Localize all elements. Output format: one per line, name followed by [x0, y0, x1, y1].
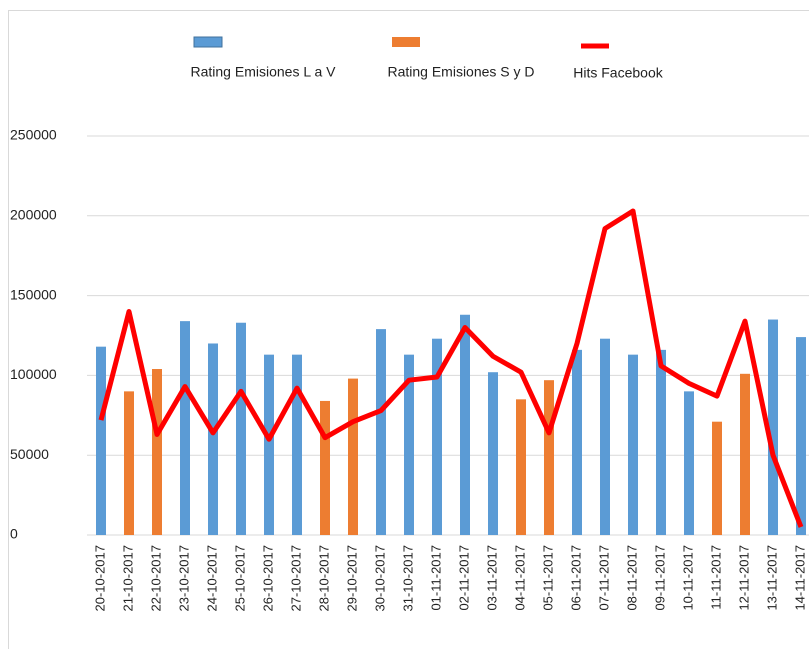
x-tick-label: 04-11-2017: [512, 545, 527, 611]
x-tick-label: 23-10-2017: [176, 545, 191, 612]
x-tick-label: 02-11-2017: [456, 545, 471, 611]
y-tick-label: 0: [10, 526, 18, 542]
x-tick-label: 27-10-2017: [288, 545, 303, 612]
x-tick-label: 09-11-2017: [652, 545, 667, 611]
x-tick-label: 01-11-2017: [428, 545, 443, 611]
y-tick-label: 200000: [10, 207, 57, 223]
bar: [180, 321, 190, 535]
x-tick-label: 12-11-2017: [736, 545, 751, 611]
x-tick-label: 30-10-2017: [372, 545, 387, 612]
x-tick-label: 08-11-2017: [624, 545, 639, 611]
x-tick-label: 11-11-2017: [708, 545, 723, 610]
legend-label: Rating Emisiones L a V: [191, 64, 337, 80]
bar: [376, 329, 386, 535]
bar: [600, 339, 610, 535]
y-tick-label: 100000: [10, 366, 57, 382]
bar: [292, 355, 302, 535]
bar: [712, 422, 722, 535]
bar: [264, 355, 274, 535]
y-tick-label: 250000: [10, 127, 57, 143]
x-tick-label: 22-10-2017: [148, 545, 163, 612]
line: [101, 211, 801, 527]
x-tick-label: 29-10-2017: [344, 545, 359, 612]
legend-swatch: [194, 37, 222, 47]
legend-label: Hits Facebook: [573, 65, 663, 81]
x-tick-label: 28-10-2017: [316, 545, 331, 612]
legend-label: Rating Emisiones S y D: [387, 64, 534, 80]
x-tick-label: 06-11-2017: [568, 545, 583, 611]
x-tick-label: 24-10-2017: [204, 545, 219, 612]
x-tick-label: 14-11-2017: [792, 545, 807, 611]
bar: [96, 347, 106, 535]
bar: [152, 369, 162, 535]
bar: [124, 391, 134, 535]
y-tick-label: 150000: [10, 286, 57, 302]
bar: [740, 374, 750, 535]
x-tick-label: 07-11-2017: [596, 545, 611, 611]
x-tick-label: 21-10-2017: [120, 545, 135, 612]
bar: [236, 323, 246, 535]
x-tick-label: 03-11-2017: [484, 545, 499, 611]
bar: [544, 380, 554, 535]
y-tick-label: 50000: [10, 446, 49, 462]
bar: [572, 350, 582, 535]
x-tick-label: 26-10-2017: [260, 545, 275, 612]
bar: [516, 399, 526, 535]
bar: [320, 401, 330, 535]
x-tick-label: 20-10-2017: [92, 545, 107, 612]
bar: [348, 379, 358, 535]
bar: [460, 315, 470, 535]
bar: [628, 355, 638, 535]
bar: [208, 343, 218, 535]
x-tick-label: 25-10-2017: [232, 545, 247, 612]
x-tick-label: 31-10-2017: [400, 545, 415, 612]
x-tick-label: 10-11-2017: [680, 545, 695, 611]
x-tick-label: 05-11-2017: [540, 545, 555, 611]
x-tick-label: 13-11-2017: [764, 545, 779, 611]
legend-swatch: [392, 37, 420, 47]
bar: [488, 372, 498, 535]
bar: [684, 391, 694, 535]
bar: [796, 337, 806, 535]
bar: [656, 350, 666, 535]
